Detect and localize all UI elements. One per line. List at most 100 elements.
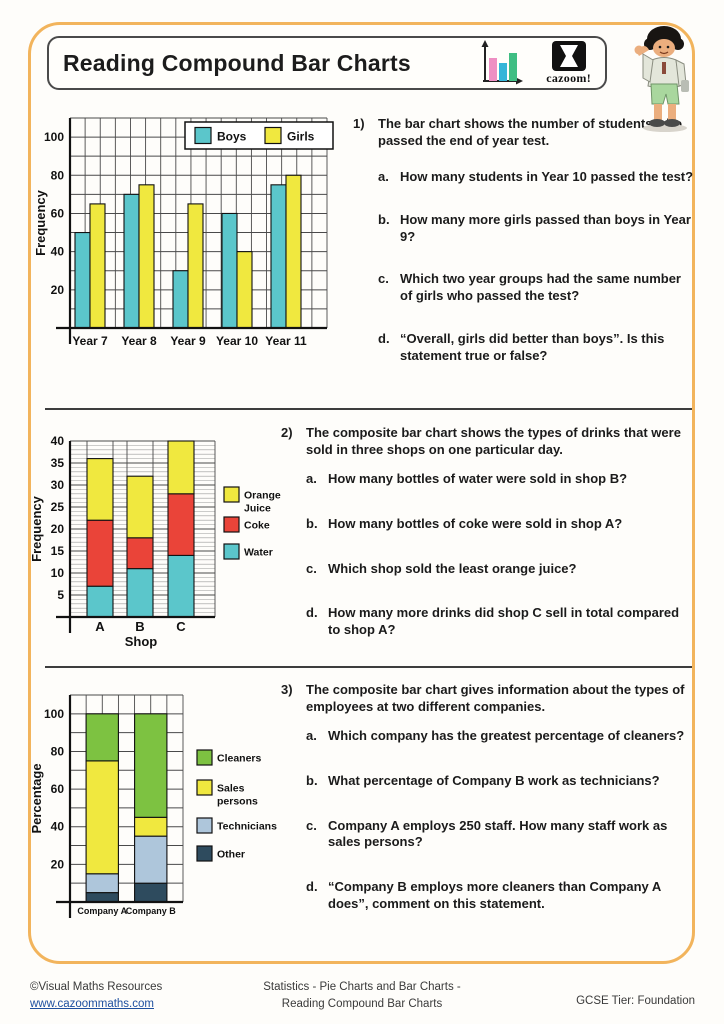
bar-segment: [134, 835, 168, 884]
cazoom-logo: cazoom!: [546, 40, 591, 86]
svg-text:Cleaners: Cleaners: [217, 753, 262, 765]
bar-segment: [126, 568, 154, 618]
svg-text:Company A: Company A: [77, 906, 127, 916]
bar-girls: [138, 184, 155, 329]
part-text: What percentage of Company B work as tec…: [328, 772, 660, 788]
bar-girls: [187, 203, 204, 329]
page-accent-border: [28, 22, 695, 964]
section-divider: [45, 408, 692, 410]
year-test-grouped-bar-chart: 20 40 60 80 100 Year 7 Year 8 Year 9 Year 10 Year…: [33, 117, 334, 348]
part-label: b.: [306, 515, 318, 531]
part-text: Company A employs 250 staff. How many st…: [328, 817, 668, 850]
question-part: c. Company A employs 250 staff. How many…: [306, 818, 693, 852]
bar-segment: [167, 493, 195, 556]
bar-girls: [89, 203, 106, 329]
bar-girls: [285, 174, 302, 329]
chart-3-container: 20 40 60 80 100 Company A Company B Percentage C…: [25, 688, 310, 941]
svg-text:Year 11: Year 11: [265, 334, 307, 348]
part-text: How many students in Year 10 passed the …: [400, 168, 694, 184]
part-label: a.: [306, 727, 317, 743]
drinks-stacked-bar-chart: 5 10 15 20 25 30 35 40 A B C Frequency Shop Orange Jui…: [29, 434, 281, 649]
question-3-section: 3) The composite bar chart gives informa…: [281, 682, 693, 913]
bars: [85, 713, 168, 903]
part-label: b.: [306, 772, 318, 788]
part-text: How many bottles of water were sold in s…: [328, 470, 628, 486]
svg-text:100: 100: [44, 130, 64, 144]
part-label: d.: [306, 879, 318, 895]
bar-boys: [172, 270, 189, 329]
svg-text:60: 60: [51, 206, 65, 220]
part-label: d.: [378, 331, 390, 347]
svg-text:A: A: [95, 619, 105, 634]
svg-text:80: 80: [51, 168, 65, 182]
question-parts: a. Which company has the greatest percen…: [306, 728, 693, 913]
chart-2-container: 5 10 15 20 25 30 35 40 A B C Frequency Shop Orange Jui…: [25, 432, 297, 665]
svg-text:Year 10: Year 10: [216, 334, 258, 348]
topic-line-2: Reading Compound Bar Charts: [281, 997, 443, 1010]
svg-text:40: 40: [51, 820, 65, 834]
svg-text:Boys: Boys: [217, 130, 247, 144]
svg-text:Percentage: Percentage: [29, 763, 44, 833]
question-part: c. Which shop sold the least orange juic…: [306, 561, 693, 578]
bar-segment: [86, 519, 114, 587]
part-text: Which shop sold the least orange juice?: [328, 560, 577, 576]
axes: [56, 695, 183, 918]
bar-segment: [86, 585, 114, 618]
part-label: d.: [306, 605, 318, 621]
question-part: d. “Company B employs more cleaners than…: [306, 879, 693, 913]
bar-segment: [167, 440, 195, 495]
svg-text:60: 60: [51, 782, 65, 796]
bar-segment: [134, 882, 168, 903]
bar-segment: [85, 892, 119, 903]
svg-text:40: 40: [51, 245, 65, 259]
bars: [86, 440, 195, 618]
svg-text:Girls: Girls: [287, 130, 315, 144]
bar-girls: [236, 251, 253, 329]
bar-segment: [134, 713, 168, 818]
bar-segment: [134, 816, 168, 837]
svg-text:Frequency: Frequency: [33, 189, 48, 256]
svg-text:Year 9: Year 9: [170, 334, 206, 348]
part-text: “Company B employs more cleaners than Co…: [328, 879, 661, 912]
question-intro-text: The bar chart shows the number of studen…: [378, 116, 683, 148]
section-divider: [45, 666, 692, 668]
svg-text:30: 30: [51, 478, 65, 492]
svg-text:Technicians: Technicians: [217, 821, 277, 833]
svg-text:Frequency: Frequency: [29, 495, 44, 562]
bar-segment: [126, 537, 154, 570]
question-part: b. What percentage of Company B work as …: [306, 773, 693, 790]
question-part: b. How many more girls passed than boys …: [378, 212, 695, 246]
axes: [56, 441, 215, 633]
svg-text:25: 25: [51, 500, 65, 514]
chart-1-container: 20 40 60 80 100 Year 7 Year 8 Year 9 Year 10 Year…: [25, 112, 355, 369]
part-text: How many more drinks did shop C sell in …: [328, 605, 680, 638]
question-part: c. Which two year groups had the same nu…: [378, 271, 695, 305]
bar-boys: [270, 184, 287, 329]
part-text: Which company has the greatest percentag…: [328, 727, 685, 743]
question-intro-text: The composite bar chart gives informatio…: [306, 682, 685, 714]
website-link[interactable]: www.cazoommaths.com: [30, 997, 154, 1010]
footer-topic-block: Statistics - Pie Charts and Bar Charts -…: [182, 979, 542, 1012]
svg-text:Year 8: Year 8: [121, 334, 157, 348]
question-number: 2): [281, 425, 293, 440]
part-text: Which two year groups had the same numbe…: [400, 271, 681, 304]
bars: [74, 174, 302, 329]
svg-text:5: 5: [57, 588, 64, 602]
question-part: a. How many bottles of water were sold i…: [306, 471, 693, 488]
bar-segment: [126, 475, 154, 539]
svg-text:Company B: Company B: [126, 906, 177, 916]
svg-text:10: 10: [51, 566, 65, 580]
part-text: How many bottles of coke were sold in sh…: [328, 515, 623, 531]
question-part: a. Which company has the greatest percen…: [306, 728, 693, 745]
part-label: b.: [378, 211, 390, 227]
question-part: a. How many students in Year 10 passed t…: [378, 169, 695, 186]
axes: [56, 118, 327, 344]
question-intro-text: The composite bar chart shows the types …: [306, 425, 681, 457]
svg-text:20: 20: [51, 283, 65, 297]
question-intro: 1) The bar chart shows the number of stu…: [353, 116, 695, 150]
svg-text:Year 7: Year 7: [72, 334, 108, 348]
